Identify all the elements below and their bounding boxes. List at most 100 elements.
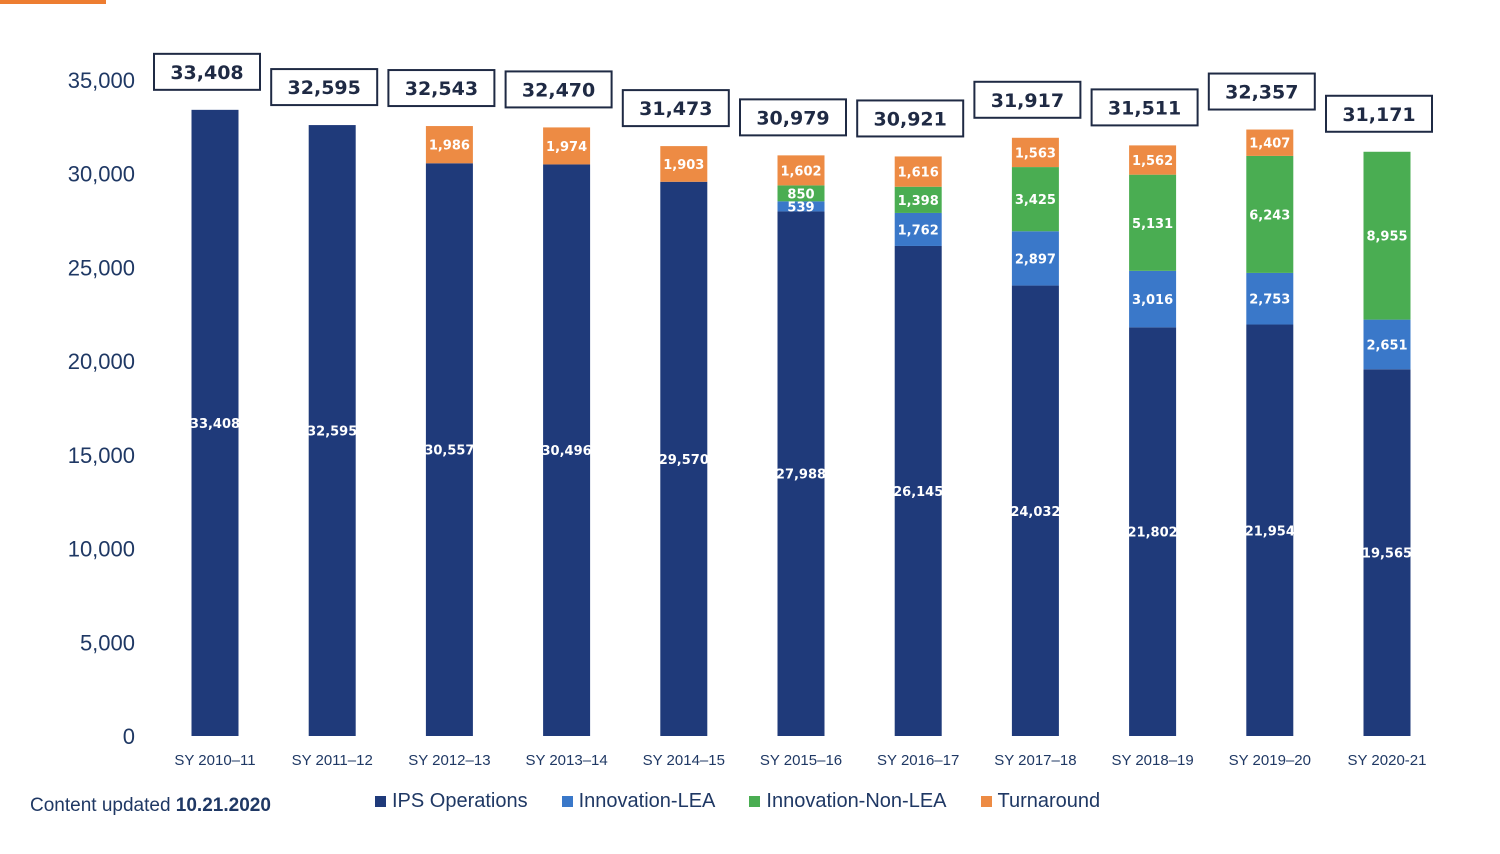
bar-segment-label: 3,016 (1132, 293, 1173, 308)
bar-segment (1363, 319, 1411, 370)
bar-segment (425, 126, 473, 164)
legend-item-innovation-non-lea: Innovation-Non-LEA (749, 790, 947, 813)
x-tick-label: SY 2013–14 (525, 752, 607, 769)
bar-segment (1246, 272, 1294, 325)
legend-item-ips-operations: IPS Operations (375, 790, 528, 813)
total-label: 30,921 (874, 108, 947, 130)
x-tick-label: SY 2010–11 (174, 752, 255, 769)
bar-segment (777, 185, 825, 202)
bar-segment-label: 29,570 (659, 453, 709, 468)
bar-segment-label: 32,595 (307, 425, 357, 440)
x-tick-label: SY 2012–13 (408, 752, 490, 769)
bar-segment-label: 2,651 (1366, 338, 1407, 353)
y-tick-label: 0 (123, 724, 135, 749)
bar-segment-label: 5,131 (1132, 217, 1173, 232)
x-tick-label: SY 2018–19 (1111, 752, 1193, 769)
bar-segment-label: 1,762 (898, 223, 939, 238)
total-label: 33,408 (170, 62, 243, 84)
bar-segment-label: 19,565 (1362, 547, 1412, 562)
x-tick-label: SY 2019–20 (1229, 752, 1311, 769)
bar-segment-label: 2,897 (1015, 252, 1056, 267)
bar-segment (1129, 327, 1177, 736)
total-label: 32,470 (522, 79, 595, 101)
content-updated-prefix: Content updated (30, 795, 176, 816)
total-label: 31,171 (1342, 104, 1415, 126)
bar-segment-label: 21,954 (1245, 524, 1295, 539)
y-tick-label: 10,000 (68, 537, 135, 562)
bar-segment (894, 212, 942, 246)
bar-segment-label: 539 (787, 200, 814, 215)
y-tick-label: 20,000 (68, 349, 135, 374)
legend-item-innovation-lea: Innovation-LEA (561, 790, 716, 813)
bar-segment (1363, 369, 1411, 736)
bar-segment (308, 125, 356, 737)
bar-segment-label: 30,557 (424, 444, 474, 459)
x-tick-label: SY 2014–15 (643, 752, 725, 769)
bar-segment (543, 164, 591, 736)
bar-segment-label: 1,563 (1015, 146, 1056, 161)
bar-segment (1011, 167, 1059, 232)
total-box (387, 69, 496, 108)
y-tick-label: 15,000 (68, 443, 135, 468)
bar-segment-label: 33,408 (190, 417, 240, 432)
bar-segment-label: 1,986 (429, 139, 470, 154)
chart-legend: IPS Operations Innovation-LEA Innovation… (375, 790, 1100, 813)
bar-segment-label: 3,425 (1015, 193, 1056, 208)
bar-segment (1011, 285, 1059, 736)
bar-segment-label: 1,974 (546, 140, 587, 155)
bar-segment-label: 8,955 (1366, 230, 1407, 245)
total-label: 30,979 (756, 107, 829, 129)
bar-segment-label: 1,398 (898, 194, 939, 209)
bar-segment (660, 146, 708, 182)
bar-segment (1246, 155, 1294, 273)
total-box (1325, 94, 1433, 133)
bar-segment-label: 30,496 (542, 444, 592, 459)
bar-segment-label: 26,145 (893, 485, 943, 500)
bar-segment (894, 156, 942, 187)
legend-label-turnaround: Turnaround (997, 790, 1101, 812)
bar-segment-label: 850 (787, 187, 814, 202)
x-tick-label: SY 2011–12 (292, 752, 373, 769)
bar-segment-label: 1,407 (1249, 137, 1290, 152)
total-box (270, 68, 379, 107)
x-tick-label: SY 2017–18 (994, 752, 1076, 769)
bar-segment-label: 21,802 (1128, 526, 1178, 541)
bar-segment (1363, 151, 1411, 320)
bar-segment-label: 27,988 (776, 468, 826, 483)
bar-segment (777, 211, 825, 736)
total-label: 32,595 (288, 77, 361, 99)
total-box (153, 52, 261, 91)
bar-segment (425, 163, 473, 736)
legend-item-turnaround: Turnaround (980, 790, 1101, 813)
legend-label-innovation-lea: Innovation-LEA (578, 790, 716, 812)
total-box (621, 89, 730, 128)
total-box (504, 70, 613, 109)
bar-segment (1129, 270, 1177, 328)
total-box (739, 98, 847, 137)
y-tick-label: 5,000 (80, 630, 135, 655)
x-tick-label: SY 2020-21 (1348, 752, 1427, 769)
bar-segment (1246, 129, 1294, 156)
legend-swatch-ips-operations (375, 796, 386, 807)
bar-segment (191, 109, 239, 737)
bar-segment (1011, 137, 1059, 168)
bar-segment (894, 186, 942, 213)
total-box (1207, 72, 1316, 111)
total-box (973, 80, 1082, 119)
legend-label-innovation-non-lea: Innovation-Non-LEA (766, 790, 947, 812)
content-updated-date: 10.21.2020 (175, 795, 271, 816)
legend-swatch-innovation-non-lea (749, 796, 761, 807)
total-label: 31,511 (1108, 97, 1181, 119)
bar-segment (1129, 145, 1177, 175)
y-tick-label: 30,000 (68, 162, 135, 187)
bar-segment (1246, 324, 1294, 736)
corner-accent (0, 0, 106, 4)
total-label: 31,473 (639, 98, 712, 120)
total-box (856, 99, 965, 138)
bar-segment (894, 245, 942, 736)
bar-segment-label: 1,602 (780, 164, 821, 179)
total-label: 31,917 (991, 90, 1064, 112)
legend-label-ips-operations: IPS Operations (392, 790, 528, 812)
y-tick-label: 35,000 (68, 68, 135, 93)
